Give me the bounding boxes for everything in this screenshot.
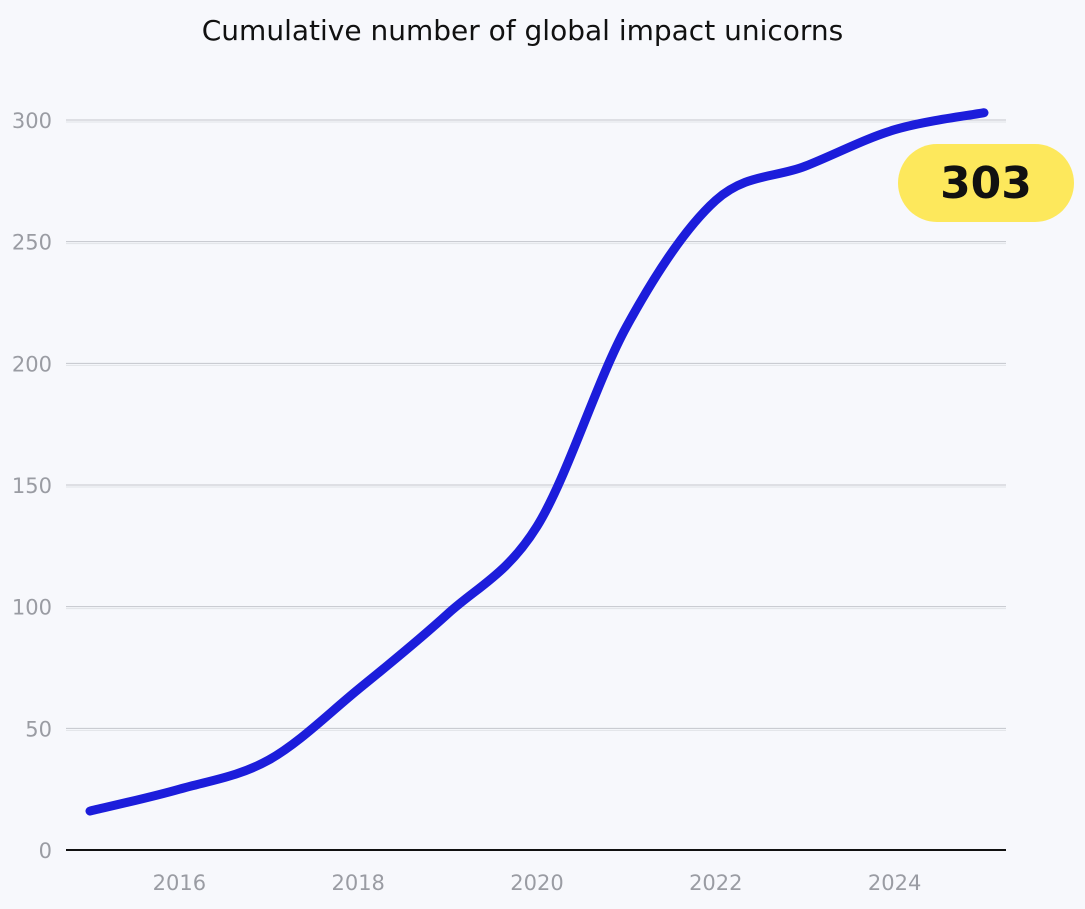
y-tick-label-100: 100 [12, 596, 52, 620]
y-tick-label-0: 0 [39, 839, 52, 863]
y-tick-label-250: 250 [12, 231, 52, 255]
x-tick-label-2016: 2016 [153, 871, 206, 895]
y-tick-label-150: 150 [12, 474, 52, 498]
y-tick-label-200: 200 [12, 352, 52, 376]
x-tick-label-2024: 2024 [868, 871, 921, 895]
last-value-callout: 303 [898, 144, 1074, 222]
x-tick-label-2022: 2022 [689, 871, 742, 895]
y-tick-label-50: 50 [25, 717, 52, 741]
x-tick-label-2018: 2018 [331, 871, 384, 895]
chart-title: Cumulative number of global impact unico… [201, 14, 844, 47]
x-tick-label-2020: 2020 [510, 871, 563, 895]
series-line [85, 108, 989, 816]
y-tick-label-300: 300 [12, 109, 52, 133]
